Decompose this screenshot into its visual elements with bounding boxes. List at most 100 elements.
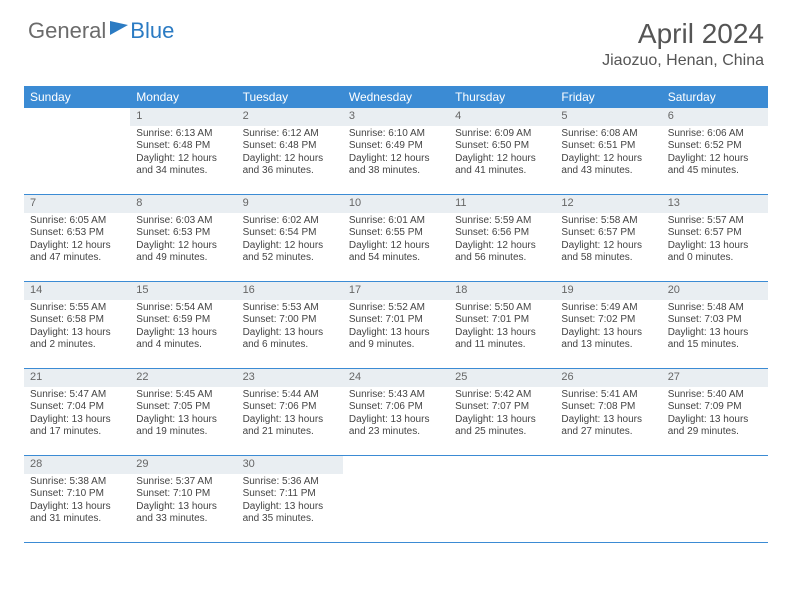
calendar-row: 14Sunrise: 5:55 AMSunset: 6:58 PMDayligh… xyxy=(24,282,768,369)
calendar-cell: 30Sunrise: 5:36 AMSunset: 7:11 PMDayligh… xyxy=(237,456,343,543)
sunrise-text: Sunrise: 6:03 AM xyxy=(136,215,230,228)
sunset-text: Sunset: 6:57 PM xyxy=(561,227,655,240)
calendar-cell: 5Sunrise: 6:08 AMSunset: 6:51 PMDaylight… xyxy=(555,108,661,195)
day-body: Sunrise: 5:54 AMSunset: 6:59 PMDaylight:… xyxy=(130,300,236,356)
daylight-text: and 47 minutes. xyxy=(30,252,124,265)
daylight-text: and 25 minutes. xyxy=(455,426,549,439)
daylight-text: and 31 minutes. xyxy=(30,513,124,526)
day-body: Sunrise: 5:50 AMSunset: 7:01 PMDaylight:… xyxy=(449,300,555,356)
sunset-text: Sunset: 7:10 PM xyxy=(30,488,124,501)
calendar-cell: 20Sunrise: 5:48 AMSunset: 7:03 PMDayligh… xyxy=(662,282,768,369)
sunrise-text: Sunrise: 5:54 AM xyxy=(136,302,230,315)
daylight-text: Daylight: 12 hours xyxy=(668,153,762,166)
day-body: Sunrise: 6:06 AMSunset: 6:52 PMDaylight:… xyxy=(662,126,768,182)
daylight-text: and 43 minutes. xyxy=(561,165,655,178)
calendar-cell xyxy=(449,456,555,543)
sunrise-text: Sunrise: 6:12 AM xyxy=(243,128,337,141)
daylight-text: Daylight: 13 hours xyxy=(668,327,762,340)
day-number: 22 xyxy=(130,369,236,387)
day-number: 23 xyxy=(237,369,343,387)
calendar-cell: 23Sunrise: 5:44 AMSunset: 7:06 PMDayligh… xyxy=(237,369,343,456)
sunset-text: Sunset: 6:52 PM xyxy=(668,140,762,153)
calendar-cell: 14Sunrise: 5:55 AMSunset: 6:58 PMDayligh… xyxy=(24,282,130,369)
sunset-text: Sunset: 7:01 PM xyxy=(455,314,549,327)
day-number: 18 xyxy=(449,282,555,300)
daylight-text: Daylight: 12 hours xyxy=(349,240,443,253)
daylight-text: and 41 minutes. xyxy=(455,165,549,178)
day-number: 15 xyxy=(130,282,236,300)
day-number: 26 xyxy=(555,369,661,387)
daylight-text: and 29 minutes. xyxy=(668,426,762,439)
calendar-cell: 16Sunrise: 5:53 AMSunset: 7:00 PMDayligh… xyxy=(237,282,343,369)
col-wednesday: Wednesday xyxy=(343,86,449,108)
logo-text-1: General xyxy=(28,18,106,44)
sunrise-text: Sunrise: 6:13 AM xyxy=(136,128,230,141)
daylight-text: Daylight: 13 hours xyxy=(455,414,549,427)
header-row: Sunday Monday Tuesday Wednesday Thursday… xyxy=(24,86,768,108)
daylight-text: Daylight: 13 hours xyxy=(136,501,230,514)
calendar-cell: 25Sunrise: 5:42 AMSunset: 7:07 PMDayligh… xyxy=(449,369,555,456)
col-friday: Friday xyxy=(555,86,661,108)
sunrise-text: Sunrise: 6:09 AM xyxy=(455,128,549,141)
day-number: 13 xyxy=(662,195,768,213)
daylight-text: and 0 minutes. xyxy=(668,252,762,265)
daylight-text: Daylight: 13 hours xyxy=(243,501,337,514)
day-number: 17 xyxy=(343,282,449,300)
sunset-text: Sunset: 7:06 PM xyxy=(349,401,443,414)
day-body: Sunrise: 5:58 AMSunset: 6:57 PMDaylight:… xyxy=(555,213,661,269)
daylight-text: Daylight: 13 hours xyxy=(30,327,124,340)
sunset-text: Sunset: 7:05 PM xyxy=(136,401,230,414)
daylight-text: and 4 minutes. xyxy=(136,339,230,352)
day-body: Sunrise: 5:45 AMSunset: 7:05 PMDaylight:… xyxy=(130,387,236,443)
day-body: Sunrise: 5:44 AMSunset: 7:06 PMDaylight:… xyxy=(237,387,343,443)
daylight-text: and 11 minutes. xyxy=(455,339,549,352)
sunset-text: Sunset: 6:48 PM xyxy=(243,140,337,153)
day-number: 7 xyxy=(24,195,130,213)
daylight-text: Daylight: 13 hours xyxy=(561,327,655,340)
calendar-cell: 24Sunrise: 5:43 AMSunset: 7:06 PMDayligh… xyxy=(343,369,449,456)
sunrise-text: Sunrise: 6:06 AM xyxy=(668,128,762,141)
sunrise-text: Sunrise: 6:10 AM xyxy=(349,128,443,141)
day-number: 21 xyxy=(24,369,130,387)
sunrise-text: Sunrise: 5:48 AM xyxy=(668,302,762,315)
daylight-text: and 2 minutes. xyxy=(30,339,124,352)
sunset-text: Sunset: 7:11 PM xyxy=(243,488,337,501)
sunrise-text: Sunrise: 5:59 AM xyxy=(455,215,549,228)
sunrise-text: Sunrise: 5:36 AM xyxy=(243,476,337,489)
title-block: April 2024 Jiaozuo, Henan, China xyxy=(602,18,764,70)
day-body: Sunrise: 6:10 AMSunset: 6:49 PMDaylight:… xyxy=(343,126,449,182)
sunrise-text: Sunrise: 5:47 AM xyxy=(30,389,124,402)
daylight-text: Daylight: 12 hours xyxy=(30,240,124,253)
day-number: 29 xyxy=(130,456,236,474)
day-body: Sunrise: 5:38 AMSunset: 7:10 PMDaylight:… xyxy=(24,474,130,530)
calendar-cell: 1Sunrise: 6:13 AMSunset: 6:48 PMDaylight… xyxy=(130,108,236,195)
day-body: Sunrise: 5:52 AMSunset: 7:01 PMDaylight:… xyxy=(343,300,449,356)
day-body: Sunrise: 5:47 AMSunset: 7:04 PMDaylight:… xyxy=(24,387,130,443)
daylight-text: Daylight: 13 hours xyxy=(349,414,443,427)
daylight-text: Daylight: 12 hours xyxy=(136,153,230,166)
daylight-text: and 34 minutes. xyxy=(136,165,230,178)
daylight-text: Daylight: 13 hours xyxy=(349,327,443,340)
day-body: Sunrise: 6:01 AMSunset: 6:55 PMDaylight:… xyxy=(343,213,449,269)
daylight-text: and 19 minutes. xyxy=(136,426,230,439)
sunrise-text: Sunrise: 5:45 AM xyxy=(136,389,230,402)
daylight-text: Daylight: 12 hours xyxy=(561,240,655,253)
day-number: 16 xyxy=(237,282,343,300)
calendar-cell: 12Sunrise: 5:58 AMSunset: 6:57 PMDayligh… xyxy=(555,195,661,282)
daylight-text: and 6 minutes. xyxy=(243,339,337,352)
calendar-cell: 15Sunrise: 5:54 AMSunset: 6:59 PMDayligh… xyxy=(130,282,236,369)
day-number: 2 xyxy=(237,108,343,126)
daylight-text: and 38 minutes. xyxy=(349,165,443,178)
calendar-cell: 8Sunrise: 6:03 AMSunset: 6:53 PMDaylight… xyxy=(130,195,236,282)
sunrise-text: Sunrise: 5:43 AM xyxy=(349,389,443,402)
col-thursday: Thursday xyxy=(449,86,555,108)
daylight-text: and 27 minutes. xyxy=(561,426,655,439)
sunset-text: Sunset: 7:02 PM xyxy=(561,314,655,327)
daylight-text: Daylight: 13 hours xyxy=(136,414,230,427)
col-monday: Monday xyxy=(130,86,236,108)
day-number: 10 xyxy=(343,195,449,213)
daylight-text: and 54 minutes. xyxy=(349,252,443,265)
daylight-text: Daylight: 12 hours xyxy=(243,153,337,166)
sunrise-text: Sunrise: 5:50 AM xyxy=(455,302,549,315)
calendar-cell: 13Sunrise: 5:57 AMSunset: 6:57 PMDayligh… xyxy=(662,195,768,282)
